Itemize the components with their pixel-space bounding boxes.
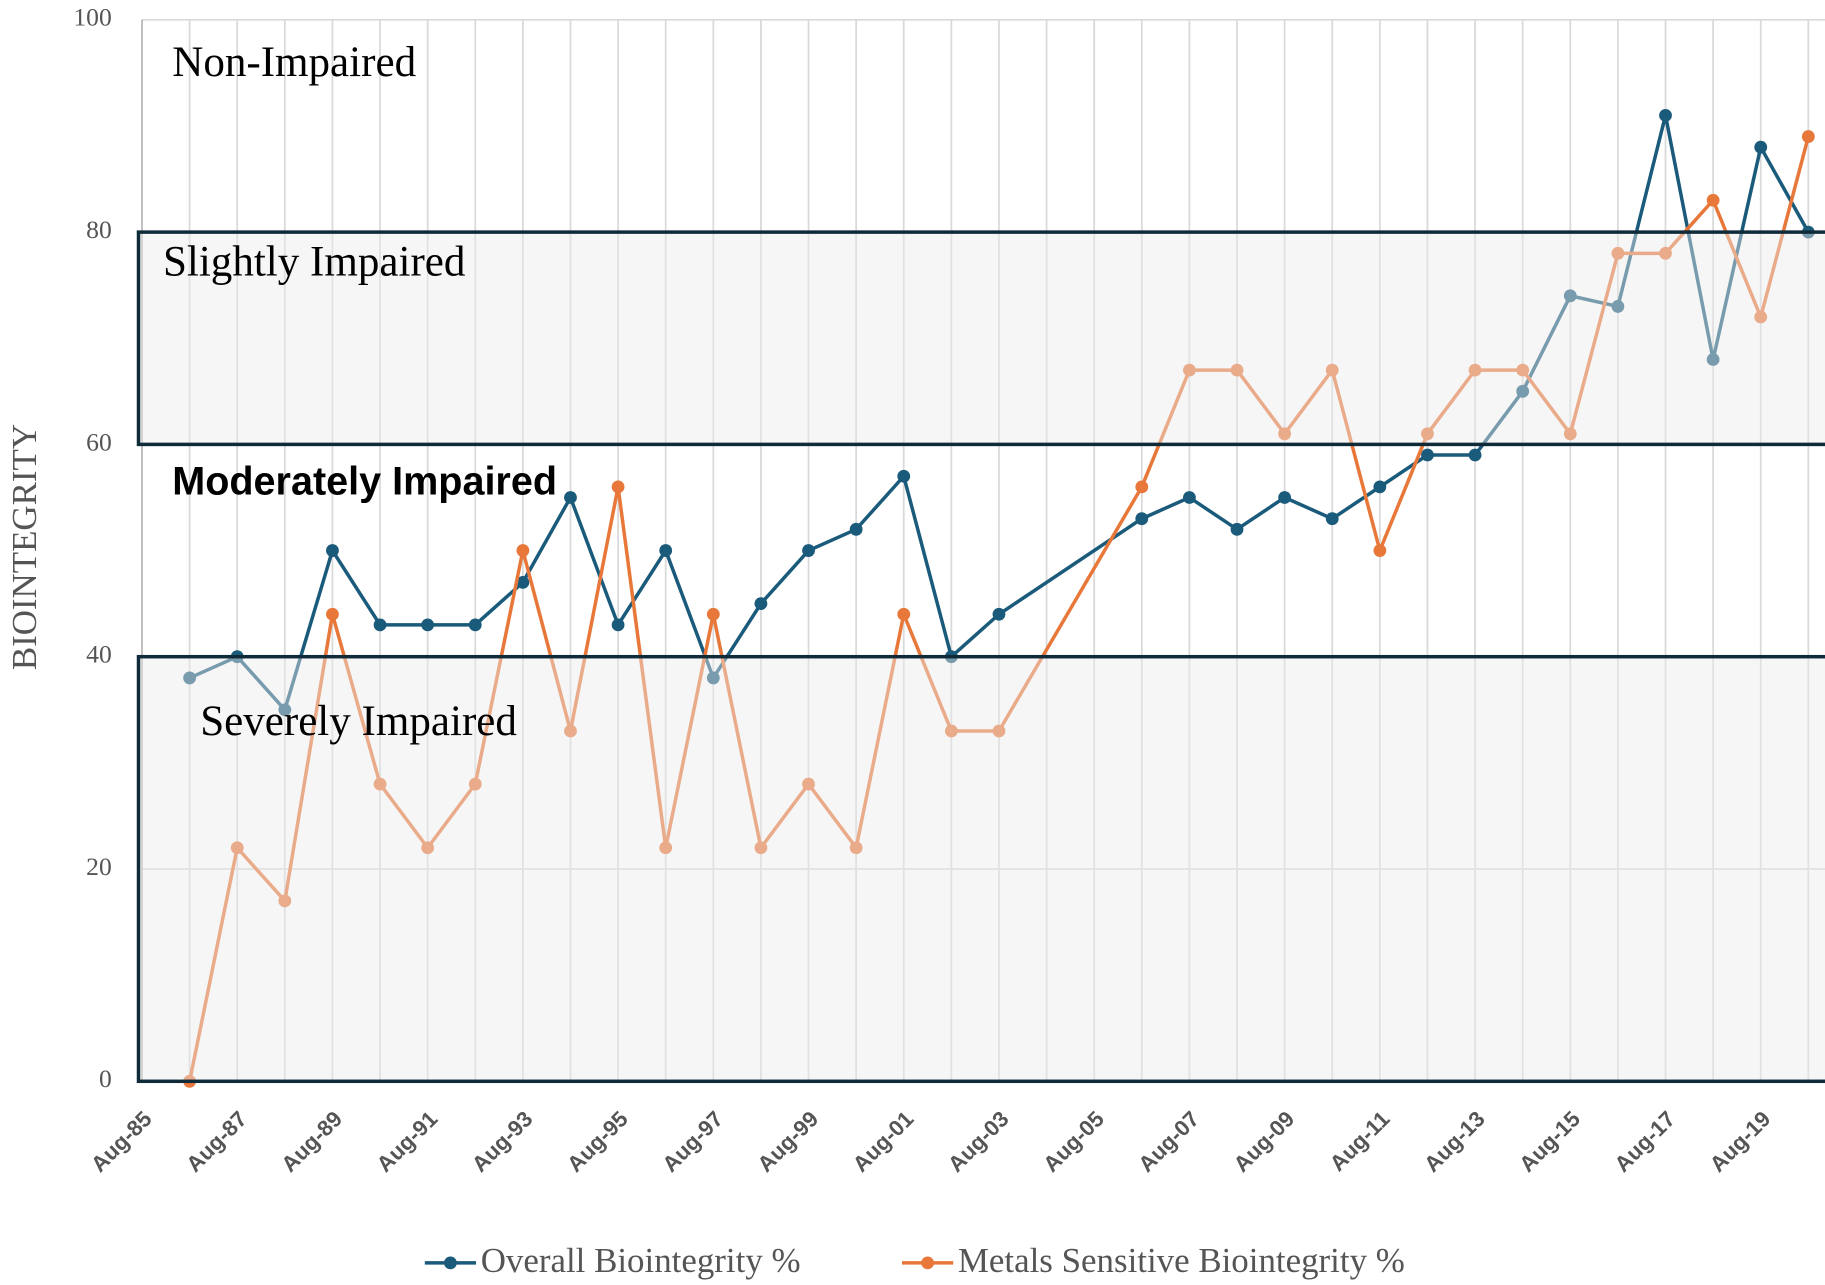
data-point [1373, 480, 1387, 494]
data-point [992, 724, 1006, 738]
data-point [1754, 310, 1768, 324]
x-tick-label: Aug-93 [467, 1106, 538, 1177]
data-point [1325, 512, 1339, 526]
data-point [659, 841, 673, 855]
data-point [1516, 363, 1530, 377]
y-tick-label: 60 [86, 427, 112, 456]
legend-swatch [444, 1256, 457, 1270]
data-point [1754, 140, 1768, 154]
x-tick-label: Aug-89 [276, 1106, 347, 1177]
zone-label: Slightly Impaired [163, 238, 465, 285]
data-point [1563, 427, 1577, 441]
legend-label: Overall Biointegrity % [481, 1241, 801, 1280]
data-point [1183, 491, 1196, 504]
x-tick-label: Aug-19 [1705, 1106, 1776, 1177]
data-point [326, 544, 339, 557]
x-tick-label: Aug-11 [1325, 1106, 1395, 1176]
data-point [849, 522, 863, 536]
data-point [278, 703, 292, 717]
zone-label: Moderately Impaired [172, 460, 557, 504]
data-point [1278, 427, 1292, 441]
data-point [1373, 544, 1387, 557]
data-point [1421, 427, 1434, 441]
x-tick-label: Aug-85 [86, 1106, 157, 1177]
data-point [421, 618, 435, 632]
legend-swatch [921, 1256, 935, 1270]
data-point [659, 544, 673, 557]
data-point [564, 724, 577, 738]
zone-band [136, 230, 1825, 447]
data-point [849, 841, 863, 855]
data-point [897, 607, 911, 621]
data-point [373, 618, 387, 632]
x-tick-label: Aug-01 [848, 1106, 919, 1177]
data-point [1516, 384, 1530, 398]
data-point [230, 841, 244, 855]
data-point [1468, 448, 1482, 462]
data-point [516, 544, 530, 557]
data-point [802, 777, 815, 791]
data-point [421, 841, 435, 855]
x-tick-label: Aug-07 [1133, 1106, 1204, 1177]
x-tick-label: Aug-13 [1419, 1106, 1490, 1177]
data-point [1659, 108, 1672, 122]
y-axis-label: BIOINTEGRITY [5, 424, 44, 670]
x-tick-label: Aug-97 [657, 1106, 728, 1177]
data-point [706, 607, 720, 621]
data-point [468, 618, 482, 632]
data-point [1278, 491, 1292, 504]
x-tick-label: Aug-05 [1038, 1106, 1109, 1177]
data-point [1230, 363, 1244, 377]
data-point [373, 777, 387, 791]
data-point [564, 491, 577, 504]
zone-label: Non-Impaired [172, 39, 416, 86]
data-point [1801, 130, 1815, 143]
y-tick-label: 40 [86, 640, 112, 669]
data-point [326, 607, 339, 621]
data-point [1706, 193, 1720, 207]
zone-band [136, 654, 1825, 1084]
x-tick-label: Aug-91 [372, 1106, 443, 1177]
y-tick-label: 100 [73, 3, 111, 32]
legend-label: Metals Sensitive Biointegrity % [958, 1241, 1405, 1280]
data-point [1135, 480, 1149, 494]
x-tick-label: Aug-17 [1609, 1106, 1680, 1177]
y-tick-label: 20 [86, 852, 112, 881]
data-point [1325, 363, 1339, 377]
x-tick-label: Aug-99 [753, 1106, 824, 1177]
data-point [1421, 448, 1434, 462]
x-tick-label: Aug-15 [1514, 1106, 1585, 1177]
data-point [1563, 289, 1577, 303]
x-tick-label: Aug-87 [181, 1106, 252, 1177]
zone-label: Severely Impaired [200, 698, 517, 745]
data-point [1468, 363, 1482, 377]
x-tick-label: Aug-09 [1229, 1106, 1300, 1177]
x-tick-label: Aug-03 [943, 1106, 1014, 1177]
data-point [706, 671, 720, 685]
y-tick-label: 0 [99, 1064, 112, 1093]
data-point [278, 894, 292, 908]
data-point [468, 777, 482, 791]
x-tick-label: Aug-95 [562, 1106, 633, 1177]
data-point [944, 724, 958, 738]
data-point [1611, 246, 1625, 260]
data-point [1230, 522, 1244, 536]
data-point [516, 575, 530, 589]
data-point [1706, 353, 1720, 366]
data-point [897, 469, 911, 483]
y-tick-label: 80 [86, 215, 112, 244]
data-point [992, 607, 1006, 621]
data-point [1659, 246, 1672, 260]
data-point [1135, 512, 1149, 526]
data-point [1183, 363, 1196, 377]
data-point [754, 841, 768, 855]
data-point [1611, 300, 1625, 313]
data-point [611, 480, 625, 494]
data-point [754, 597, 768, 611]
data-point [611, 618, 625, 632]
data-point [183, 671, 197, 685]
data-point [802, 544, 815, 557]
